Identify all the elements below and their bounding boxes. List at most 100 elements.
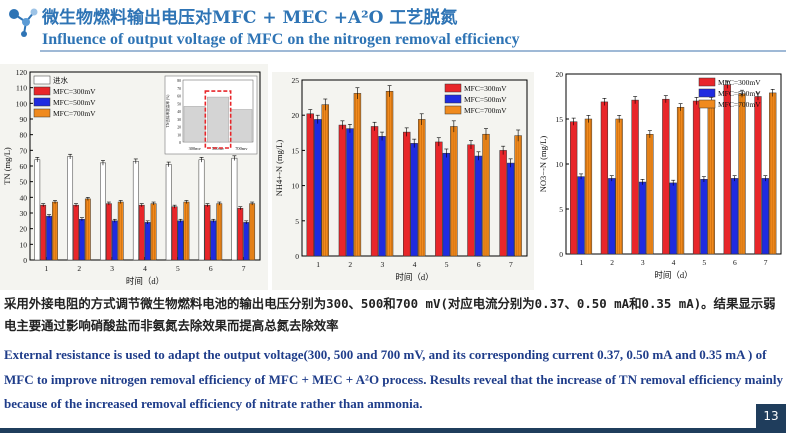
tn-chart-panel: 0 10 20 30 40 50 60 70 80 90 100 110 120 TN (mg/L) 1 2 3… (0, 64, 268, 290)
x-axis-label: 时间（d） (654, 270, 692, 280)
legend-label: MFC=500mV (718, 89, 761, 98)
bar (73, 204, 79, 261)
bar (600, 101, 609, 255)
x-axis-label: 时间（d） (126, 276, 164, 286)
inset-y-tick-label: 10 (177, 133, 181, 137)
inset-x-tick-label: 300mv (189, 146, 202, 151)
y-tick-label: 15 (292, 146, 300, 155)
legend-swatch (33, 108, 51, 118)
x-tick-label: 6 (733, 258, 737, 267)
bar (210, 220, 217, 261)
legend-label: MFC=700mV (53, 109, 96, 118)
x-tick-label: 3 (380, 260, 384, 269)
bar (117, 201, 124, 261)
legend-swatch (33, 75, 51, 85)
footer-bar (0, 428, 786, 433)
description-english: External resistance is used to adapt the… (4, 347, 783, 411)
y-tick-label: 20 (556, 70, 564, 79)
y-tick-label: 30 (20, 209, 28, 218)
inset-x-tick-label: 700mv (235, 146, 248, 151)
bar (216, 203, 223, 261)
bar (306, 113, 314, 257)
bar (338, 124, 347, 257)
title-divider (40, 50, 786, 52)
legend-label: MFC=700mV (464, 106, 507, 115)
x-tick-label: 2 (348, 260, 352, 269)
legend-swatch (698, 88, 716, 98)
legend-swatch (33, 97, 51, 107)
y-tick-label: 5 (295, 217, 299, 226)
legend-swatch (444, 105, 462, 115)
bar (231, 157, 238, 261)
legend-swatch (444, 94, 462, 104)
x-tick-label: 1 (45, 264, 49, 273)
legend-label: MFC=700mV (718, 100, 761, 109)
bar (570, 121, 578, 255)
bar (631, 99, 639, 255)
legend-swatch (698, 77, 716, 87)
bar (67, 156, 74, 261)
inset-x-tick-label: 500mv (212, 146, 225, 151)
x-tick-label: 3 (641, 258, 645, 267)
x-tick-label: 5 (445, 260, 449, 269)
bar (700, 179, 708, 255)
bar (183, 201, 190, 261)
bar (577, 176, 585, 255)
bar (506, 162, 515, 257)
page-number: 13 (756, 404, 786, 428)
bar (662, 98, 670, 255)
bar (177, 220, 184, 261)
x-tick-label: 7 (242, 264, 246, 273)
x-tick-label: 3 (110, 264, 114, 273)
legend-label: MFC=500mV (53, 98, 96, 107)
bar (165, 164, 172, 261)
y-tick-label: 20 (20, 225, 28, 234)
bar (378, 136, 386, 257)
bar (243, 222, 250, 261)
bar (761, 178, 769, 255)
inset-y-axis-label: TN去除率提高率 (%) (165, 94, 170, 127)
legend-label: MFC=300mV (464, 84, 507, 93)
x-tick-label: 2 (610, 258, 614, 267)
ammonia-chart-panel: 0 5 10 15 20 25 NH4+-N (mg/L) 1 2 3 4 5 6 7 时间（d） MFC=3… (272, 72, 534, 290)
bar (442, 152, 451, 257)
bar (314, 119, 322, 257)
legend-swatch (698, 99, 716, 109)
bar (132, 161, 139, 261)
ammonia-bar-chart: 0 5 10 15 20 25 NH4+-N (mg/L) 1 2 3 4 5 6 7 时间（d） MFC=3… (274, 76, 528, 282)
x-tick-label: 2 (77, 264, 81, 273)
inset-bar (207, 96, 229, 143)
nitrate-chart-panel: 0 5 10 15 20 NO3−-N (mg/L) 1 2 3 4 5 6 7 时间（d） MFC=300… (536, 68, 786, 290)
bar (669, 182, 677, 255)
bar (370, 126, 379, 257)
legend-swatch (33, 86, 51, 96)
x-tick-label: 1 (579, 258, 583, 267)
bar (474, 155, 483, 257)
y-tick-label: 110 (16, 84, 27, 93)
y-axis-label: NH4+-N (mg/L) (274, 140, 284, 197)
bar (84, 198, 91, 261)
inset-highlight-box (204, 90, 232, 149)
y-tick-label: 80 (20, 131, 28, 140)
legend-label: 进水 (53, 75, 68, 85)
slide-title-english: Influence of output voltage of MFC on th… (42, 31, 520, 48)
bar (100, 162, 106, 261)
molecule-logo-icon (9, 8, 38, 37)
bar (150, 203, 157, 261)
y-tick-label: 70 (20, 146, 28, 155)
legend-label: MFC=300mV (53, 87, 96, 96)
inset-y-tick-label: 80 (177, 79, 181, 83)
x-tick-label: 7 (764, 258, 768, 267)
y-tick-label: 0 (23, 256, 27, 265)
bar (638, 181, 647, 255)
legend-swatch (444, 83, 462, 93)
bar (138, 204, 145, 261)
y-tick-label: 0 (559, 250, 563, 259)
inset-y-tick-label: 20 (177, 126, 181, 130)
inset-bar (183, 106, 206, 143)
inset-y-tick-label: 50 (177, 102, 181, 106)
x-tick-label: 4 (413, 260, 417, 269)
bar (198, 159, 205, 261)
description-chinese: 采用外接电阻的方式调节微生物燃料电池的输出电压分别为300、500和700 mV… (4, 296, 776, 333)
y-tick-label: 90 (20, 115, 28, 124)
